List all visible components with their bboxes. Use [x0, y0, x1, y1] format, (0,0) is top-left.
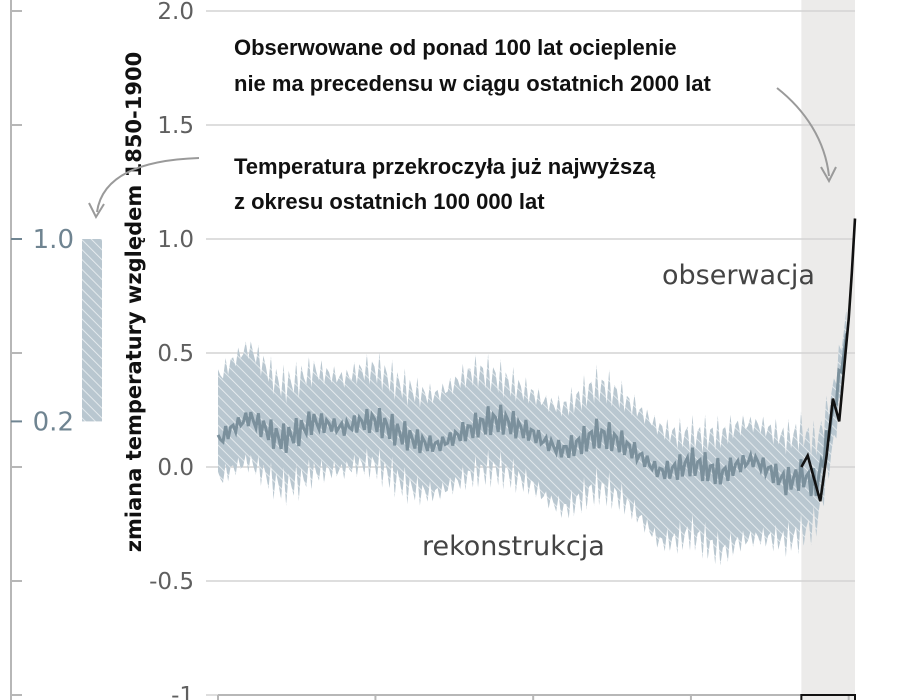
arrowhead-observation-icon — [820, 166, 837, 184]
annotation-2000-line-1: Obserwowane od ponad 100 lat ocieplenie — [234, 35, 677, 60]
arrowhead-paleo-icon — [88, 202, 105, 220]
reconstruction-uncertainty-band — [218, 308, 847, 566]
y-tick-label: -1 — [171, 683, 194, 700]
y-tick-label: 0.5 — [157, 341, 194, 367]
gridlines — [206, 10, 855, 696]
series-label-reconstruction: rekonstrukcja — [422, 531, 605, 562]
y-tick-label: 0.0 — [157, 455, 194, 481]
annotation-100000-line-1: Temperatura przekroczyła już najwyższą — [234, 154, 656, 179]
x-axis-end-box — [800, 694, 857, 700]
observation-line — [800, 218, 857, 502]
arrow-to-observation-icon — [776, 87, 830, 177]
y-tick-label: 2.0 — [157, 0, 194, 25]
y-axis-label: zmiana temperatury względem 1850-1900 — [122, 52, 146, 552]
y-tick-label: 1.5 — [157, 113, 194, 139]
paleo-low-label: 0.2 — [33, 407, 74, 437]
paleo-range-bar — [82, 239, 102, 422]
paleo-high-label: 1.0 — [33, 225, 74, 255]
x-axis-ticks — [217, 694, 855, 700]
reconstruction-line — [216, 333, 848, 497]
y-tick-label: 1.0 — [157, 227, 194, 253]
series-label-observation: obserwacja — [662, 260, 815, 291]
y-tick-label: -0.5 — [149, 569, 194, 595]
annotation-100000-line-2: z okresu ostatnich 100 000 lat — [234, 189, 545, 214]
arrow-to-paleo-bar-icon — [96, 157, 200, 213]
annotation-2000-line-2: nie ma precedensu w ciągu ostatnich 2000… — [234, 71, 712, 96]
y-axis-ticks: 2.0 1.5 1.0 0.5 0.0 -0.5 -1 — [149, 0, 194, 700]
paleo-axis-ticks — [11, 10, 22, 696]
